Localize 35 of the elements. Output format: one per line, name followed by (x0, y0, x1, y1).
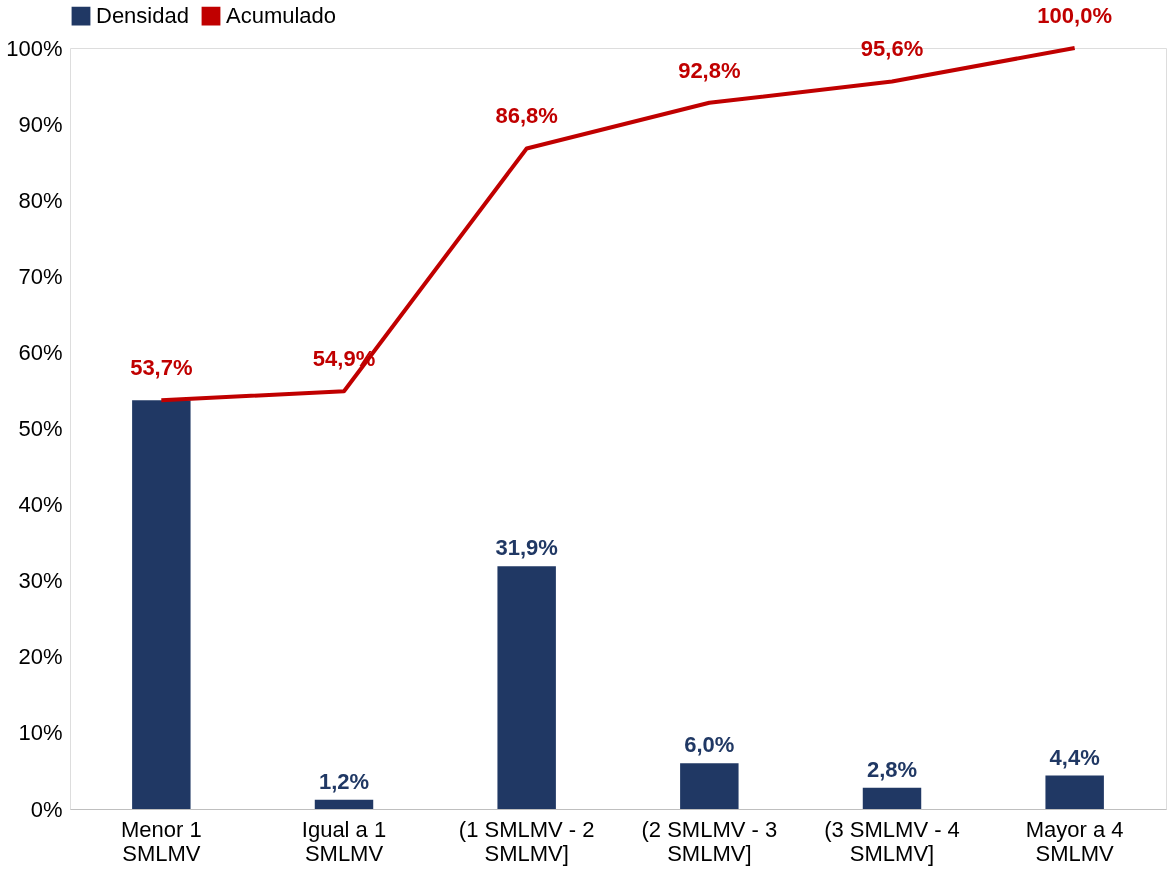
y-tick-label: 0% (30, 796, 63, 822)
x-tick-label: Igual a 1 SMLMV (301, 816, 387, 866)
bar (497, 566, 556, 809)
data-label: 31,9% (495, 535, 558, 561)
data-label: 86,8% (495, 103, 558, 129)
data-label: 53,7% (130, 355, 193, 381)
bar (314, 799, 374, 809)
y-tick-label: 20% (18, 644, 63, 670)
y-tick-label: 60% (18, 339, 63, 365)
data-label: 4,4% (1049, 744, 1100, 770)
y-tick-label: 40% (18, 492, 63, 518)
y-tick-label: 30% (18, 568, 63, 594)
data-label: 92,8% (678, 57, 741, 83)
bar (132, 400, 191, 809)
x-tick-label: (2 SMLMV - 3 SMLMV] (641, 816, 778, 866)
y-tick-label: 90% (18, 111, 63, 137)
data-label: 95,6% (860, 36, 924, 62)
x-tick-label: (3 SMLMV - 4 SMLMV] (824, 816, 960, 866)
y-tick-label: 100% (6, 35, 63, 61)
data-label: 6,0% (684, 732, 735, 758)
bar (862, 787, 922, 809)
data-label: 1,2% (318, 768, 370, 794)
y-tick-label: 80% (18, 187, 63, 213)
y-tick-label: 50% (18, 416, 63, 441)
x-tick-label: (1 SMLMV - 2 SMLMV] (458, 816, 595, 866)
x-tick-label: Menor 1 SMLMV (120, 816, 202, 866)
data-label: 100,0% (1037, 3, 1112, 28)
legend-label: Densidad (96, 3, 189, 29)
data-label: 2,8% (866, 756, 918, 782)
y-tick-label: 10% (18, 720, 63, 746)
bar (1045, 775, 1104, 809)
y-tick-label: 70% (18, 263, 63, 289)
x-tick-label: Mayor a 4 SMLMV (1025, 816, 1124, 866)
legend-label: Acumulado (226, 3, 337, 29)
bar (680, 763, 739, 809)
